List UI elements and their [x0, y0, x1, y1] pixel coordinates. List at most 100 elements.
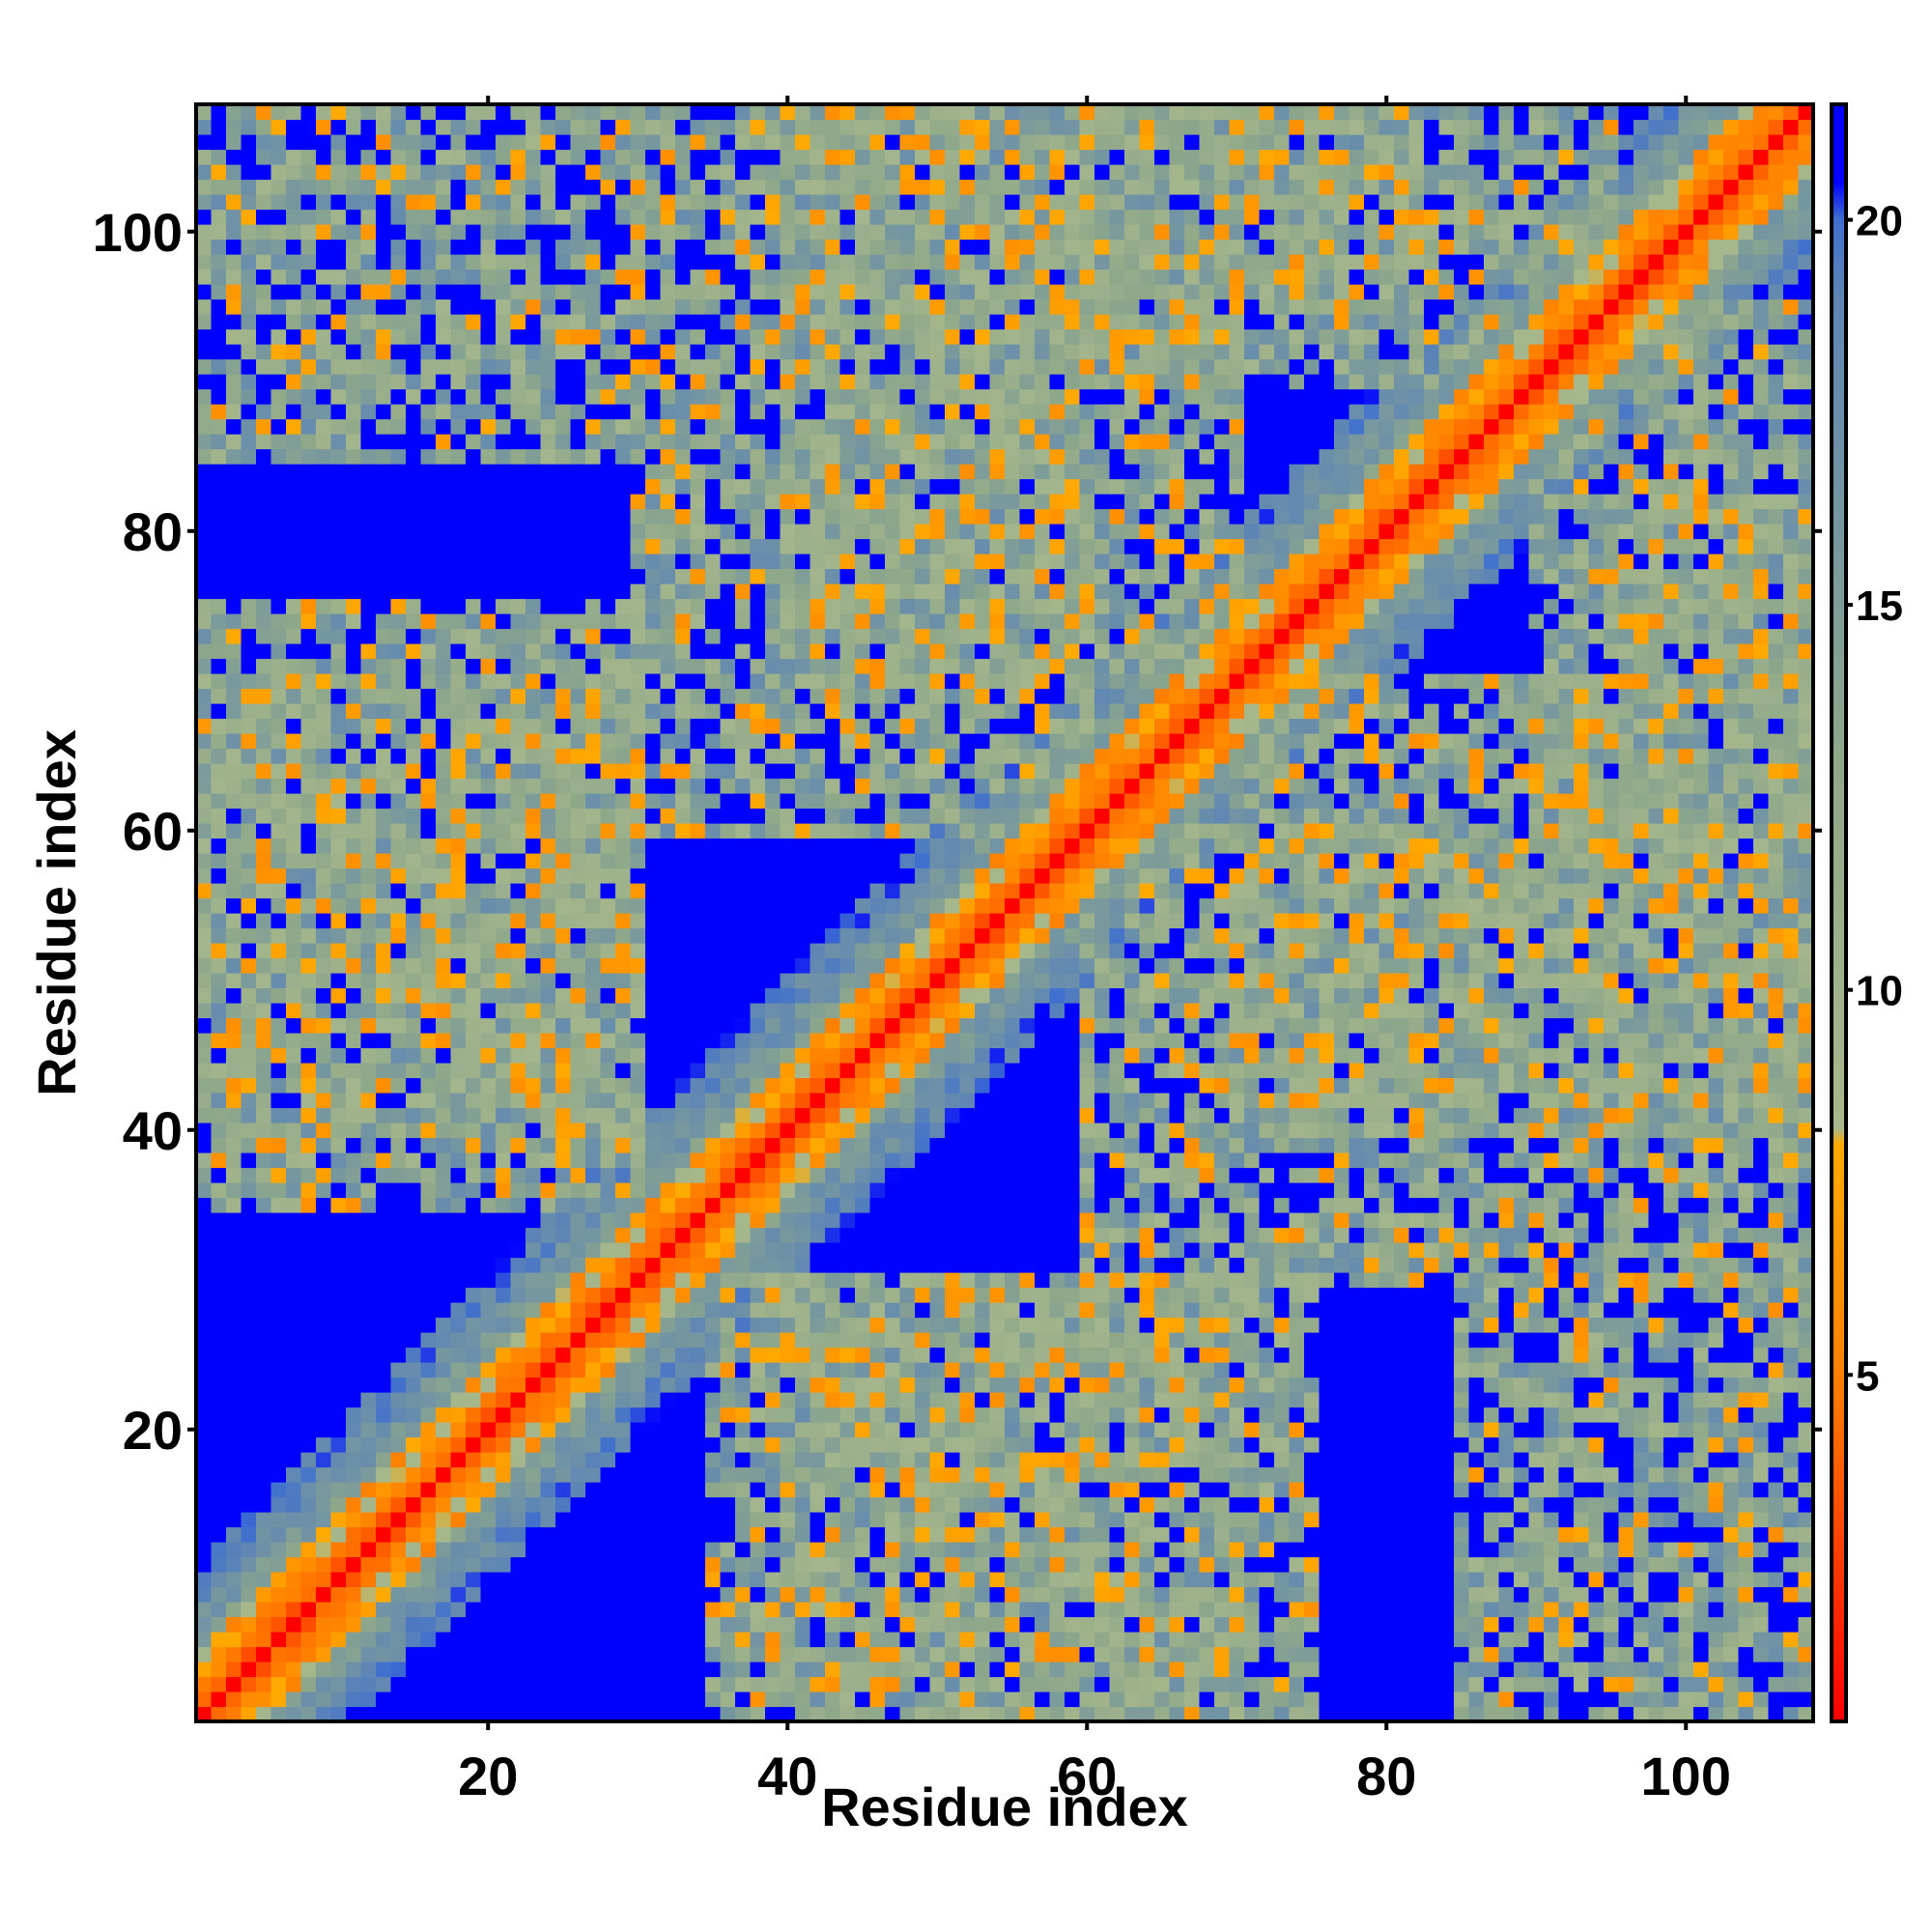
heatmap-cell [705, 1646, 722, 1662]
heatmap-cell [750, 404, 766, 420]
heatmap-cell [390, 943, 407, 959]
heatmap-cell [196, 1676, 213, 1692]
heatmap-cell [690, 209, 706, 225]
heatmap-cell [780, 718, 796, 734]
heatmap-cell [600, 987, 616, 1004]
heatmap-cell [480, 1586, 497, 1603]
heatmap-cell [196, 703, 213, 720]
heatmap-cell [241, 478, 257, 495]
heatmap-cell [256, 1466, 272, 1483]
heatmap-cell [839, 1362, 856, 1378]
heatmap-cell [570, 418, 586, 435]
heatmap-cell [630, 987, 646, 1004]
heatmap-cell [330, 104, 347, 121]
heatmap-cell [346, 1392, 362, 1408]
heatmap-cell [480, 1406, 497, 1423]
heatmap-cell [675, 374, 692, 390]
heatmap-cell [585, 464, 602, 480]
heatmap-cell [585, 269, 602, 285]
heatmap-cell [885, 1347, 901, 1363]
heatmap-cell [286, 344, 302, 360]
heatmap-cell [196, 748, 213, 764]
heatmap-cell [780, 284, 796, 300]
heatmap-cell [526, 1572, 542, 1588]
heatmap-cell [241, 1332, 257, 1349]
heatmap-cell [211, 1033, 227, 1049]
heatmap-cell [869, 1586, 886, 1603]
heatmap-cell [496, 478, 512, 495]
heatmap-cell [256, 344, 272, 360]
heatmap-cell [406, 808, 422, 824]
heatmap-cell [825, 1526, 841, 1543]
heatmap-cell [226, 328, 242, 345]
heatmap-cell [555, 883, 572, 899]
heatmap-cell [825, 658, 841, 674]
heatmap-cell [765, 1017, 781, 1034]
heatmap-cell [765, 973, 781, 989]
heatmap-cell [765, 598, 781, 614]
heatmap-cell [390, 1077, 407, 1094]
heatmap-cell [735, 973, 752, 989]
heatmap-cell [750, 418, 766, 435]
heatmap-cell [390, 823, 407, 839]
heatmap-cell [270, 867, 287, 884]
heatmap-cell [241, 284, 257, 300]
heatmap-cell [825, 434, 841, 450]
heatmap-cell [795, 1033, 811, 1049]
heatmap-cell [540, 298, 556, 315]
heatmap-cell [436, 1362, 452, 1378]
heatmap-cell [750, 613, 766, 630]
heatmap-cell [810, 448, 826, 465]
heatmap-cell [540, 1033, 556, 1049]
heatmap-cell [735, 793, 752, 810]
heatmap-cell [855, 823, 871, 839]
heatmap-cell [390, 1526, 407, 1543]
heatmap-cell [256, 374, 272, 390]
heatmap-cell [496, 494, 512, 510]
heatmap-cell [839, 943, 856, 959]
heatmap-cell [780, 1212, 796, 1229]
heatmap-cell [780, 149, 796, 165]
heatmap-cell [615, 748, 632, 764]
heatmap-cell [270, 239, 287, 255]
heatmap-cell [660, 1093, 676, 1109]
heatmap-cell [660, 284, 676, 300]
heatmap-cell [300, 943, 317, 959]
heatmap-cell [675, 613, 692, 630]
heatmap-cell [839, 448, 856, 465]
heatmap-cell [211, 418, 227, 435]
heatmap-cell [270, 568, 287, 584]
heatmap-cell [316, 1317, 332, 1333]
heatmap-cell [526, 1107, 542, 1123]
heatmap-cell [705, 149, 722, 165]
heatmap-cell [226, 1122, 242, 1139]
heatmap-cell [750, 1212, 766, 1229]
heatmap-cell [600, 703, 616, 720]
heatmap-cell [570, 1572, 586, 1588]
heatmap-cell [675, 897, 692, 914]
heatmap-cell [570, 239, 586, 255]
heatmap-cell [630, 973, 646, 989]
heatmap-cell [450, 897, 467, 914]
heatmap-cell [705, 224, 722, 241]
heatmap-cell [510, 1332, 526, 1349]
heatmap-cell [615, 613, 632, 630]
heatmap-cell [795, 1152, 811, 1169]
heatmap-cell [839, 1272, 856, 1289]
heatmap-cell [420, 943, 437, 959]
heatmap-cell [406, 688, 422, 704]
heatmap-cell [360, 1302, 377, 1319]
heatmap-cell [496, 643, 512, 660]
heatmap-cell [436, 1691, 452, 1708]
heatmap-cell [510, 1452, 526, 1468]
heatmap-cell [496, 913, 512, 929]
heatmap-cell [615, 838, 632, 854]
heatmap-cell [256, 897, 272, 914]
heatmap-cell [555, 1077, 572, 1094]
heatmap-cell [675, 1182, 692, 1199]
heatmap-cell [196, 957, 213, 974]
heatmap-cell [346, 673, 362, 690]
heatmap-cell [256, 823, 272, 839]
heatmap-cell [420, 1137, 437, 1153]
heatmap-cell [735, 1347, 752, 1363]
